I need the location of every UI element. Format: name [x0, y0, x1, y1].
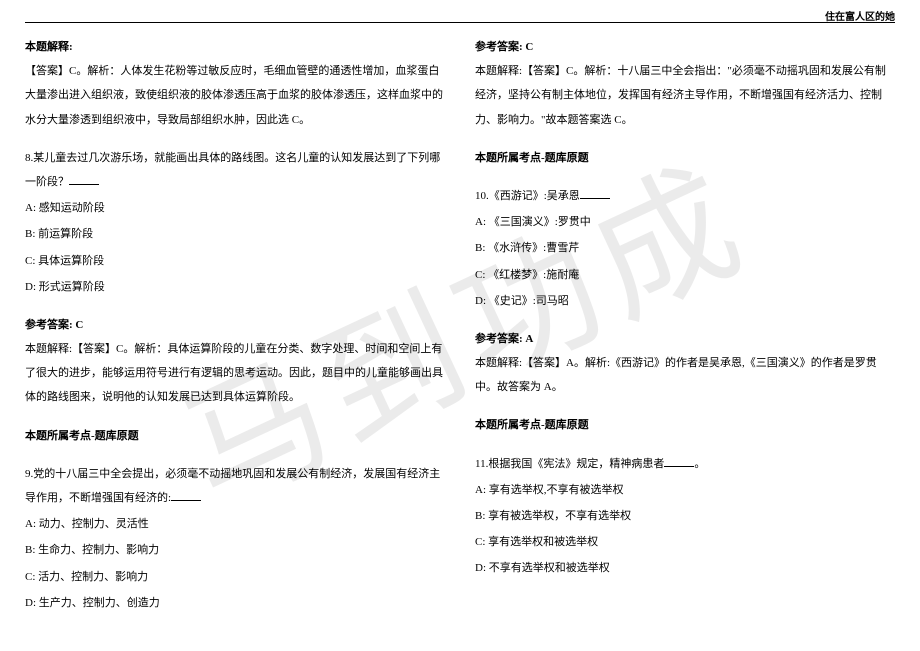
q11-block: 11.根据我国《宪法》规定，精神病患者。 A: 享有选举权,不享有被选举权 B:…	[475, 452, 895, 581]
q10-answer-block: 参考答案: A 本题解释:【答案】A。解析:《西游记》的作者是吴承恩,《三国演义…	[475, 327, 895, 400]
q8-option-d: D: 形式运算阶段	[25, 275, 445, 299]
q8-answer-ref: 参考答案: C	[25, 313, 445, 337]
q11-option-c: C: 享有选举权和被选举权	[475, 530, 895, 554]
q9-block: 9.党的十八届三中全会提出，必须毫不动摇地巩固和发展公有制经济，发展国有经济主导…	[25, 462, 445, 615]
q8-answer-expl: 本题解释:【答案】C。解析：具体运算阶段的儿童在分类、数字处理、时间和空间上有了…	[25, 337, 445, 410]
q11-option-d: D: 不享有选举权和被选举权	[475, 556, 895, 580]
q10-block: 10.《西游记》:吴承恩 A: 《三国演义》:罗贯中 B: 《水浒传》:曹雪芹 …	[475, 184, 895, 313]
q9-stem: 9.党的十八届三中全会提出，必须毫不动摇地巩固和发展公有制经济，发展国有经济主导…	[25, 462, 445, 510]
q9-option-d: D: 生产力、控制力、创造力	[25, 591, 445, 615]
q10-option-b: B: 《水浒传》:曹雪芹	[475, 236, 895, 260]
q8-answer-block: 参考答案: C 本题解释:【答案】C。解析：具体运算阶段的儿童在分类、数字处理、…	[25, 313, 445, 410]
q9-answer-expl: 本题解释:【答案】C。解析：十八届三中全会指出："必须毫不动摇巩固和发展公有制经…	[475, 59, 895, 132]
content-area: 本题解释: 【答案】C。解析：人体发生花粉等过敏反应时，毛细血管壁的通透性增加，…	[0, 0, 920, 649]
q9-topic: 本题所属考点-题库原题	[475, 146, 895, 170]
q10-option-c: C: 《红楼梦》:施耐庵	[475, 263, 895, 287]
q9-option-b: B: 生命力、控制力、影响力	[25, 538, 445, 562]
left-column: 本题解释: 【答案】C。解析：人体发生花粉等过敏反应时，毛细血管壁的通透性增加，…	[25, 35, 445, 629]
q11-option-a: A: 享有选举权,不享有被选举权	[475, 478, 895, 502]
right-column: 参考答案: C 本题解释:【答案】C。解析：十八届三中全会指出："必须毫不动摇巩…	[475, 35, 895, 629]
q7-explanation-block: 本题解释: 【答案】C。解析：人体发生花粉等过敏反应时，毛细血管壁的通透性增加，…	[25, 35, 445, 132]
q10-option-a: A: 《三国演义》:罗贯中	[475, 210, 895, 234]
q9-option-c: C: 活力、控制力、影响力	[25, 565, 445, 589]
q8-option-c: C: 具体运算阶段	[25, 249, 445, 273]
q8-stem: 8.某儿童去过几次游乐场，就能画出具体的路线图。这名儿童的认知发展达到了下列哪一…	[25, 146, 445, 194]
q10-answer-ref: 参考答案: A	[475, 327, 895, 351]
q7-explanation-text: 【答案】C。解析：人体发生花粉等过敏反应时，毛细血管壁的通透性增加，血浆蛋白大量…	[25, 59, 445, 132]
q11-stem: 11.根据我国《宪法》规定，精神病患者。	[475, 452, 895, 476]
q10-topic: 本题所属考点-题库原题	[475, 413, 895, 437]
q9-answer-ref: 参考答案: C	[475, 35, 895, 59]
q8-block: 8.某儿童去过几次游乐场，就能画出具体的路线图。这名儿童的认知发展达到了下列哪一…	[25, 146, 445, 299]
q8-topic: 本题所属考点-题库原题	[25, 424, 445, 448]
q10-option-d: D: 《史记》:司马昭	[475, 289, 895, 313]
explanation-title: 本题解释:	[25, 35, 445, 59]
q11-option-b: B: 享有被选举权，不享有选举权	[475, 504, 895, 528]
q9-answer-block: 参考答案: C 本题解释:【答案】C。解析：十八届三中全会指出："必须毫不动摇巩…	[475, 35, 895, 132]
q8-option-a: A: 感知运动阶段	[25, 196, 445, 220]
q10-stem: 10.《西游记》:吴承恩	[475, 184, 895, 208]
q10-answer-expl: 本题解释:【答案】A。解析:《西游记》的作者是吴承恩,《三国演义》的作者是罗贯中…	[475, 351, 895, 399]
q8-option-b: B: 前运算阶段	[25, 222, 445, 246]
q9-option-a: A: 动力、控制力、灵活性	[25, 512, 445, 536]
